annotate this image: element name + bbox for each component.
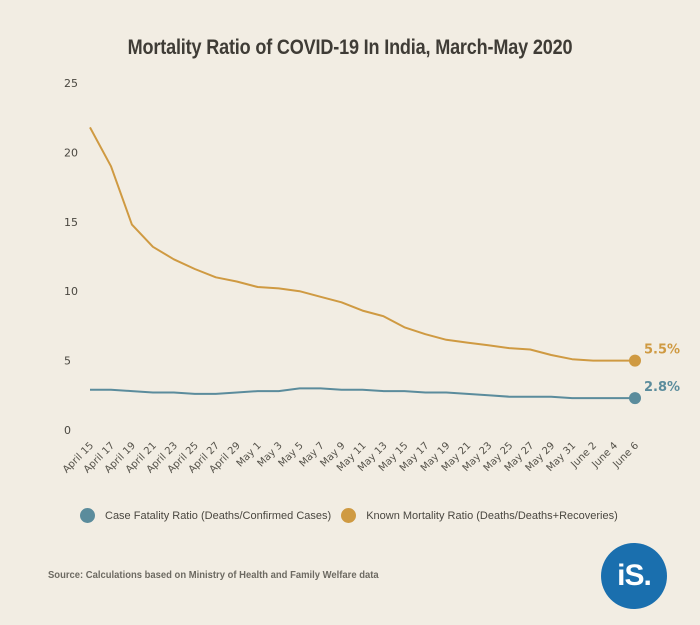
chart-title: Mortality Ratio of COVID-19 In India, Ma…	[127, 36, 573, 59]
y-tick-label: 25	[64, 77, 78, 90]
series-lines	[89, 126, 635, 400]
series-line-0	[90, 387, 635, 400]
y-tick-label: 5	[64, 355, 71, 368]
legend-label: Known Mortality Ratio (Deaths/Deaths+Rec…	[366, 509, 618, 522]
y-tick-label: 15	[64, 216, 78, 229]
legend: Case Fatality Ratio (Deaths/Confirmed Ca…	[80, 508, 628, 523]
legend-item-case-fatality[interactable]: Case Fatality Ratio (Deaths/Confirmed Ca…	[80, 508, 331, 523]
legend-item-known-mortality[interactable]: Known Mortality Ratio (Deaths/Deaths+Rec…	[341, 508, 618, 523]
indiaspend-logo: iS.	[601, 543, 667, 609]
end-point-dot[interactable]	[629, 392, 641, 405]
legend-marker-icon	[341, 508, 357, 523]
source-note: Source: Calculations based on Ministry o…	[48, 569, 379, 581]
y-axis: 0 5 10 15 20 25	[64, 77, 78, 437]
y-tick-label: 10	[64, 285, 78, 298]
y-tick-label: 20	[64, 146, 78, 159]
series-line-1	[89, 126, 635, 362]
end-points: 2.8% 5.5%	[629, 343, 680, 405]
y-tick-label: 0	[64, 424, 71, 437]
end-value-label: 5.5%	[644, 343, 680, 358]
end-value-label: 2.8%	[644, 380, 680, 395]
legend-marker-icon	[80, 508, 95, 523]
end-point-dot[interactable]	[629, 354, 641, 367]
legend-label: Case Fatality Ratio (Deaths/Confirmed Ca…	[105, 509, 332, 522]
